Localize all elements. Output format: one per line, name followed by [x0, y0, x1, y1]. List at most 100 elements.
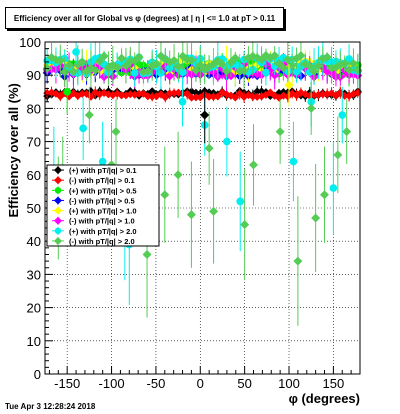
data-point [78, 89, 87, 98]
data-point [231, 93, 240, 102]
data-point [187, 93, 196, 102]
data-point [327, 63, 337, 73]
x-tick-label: 50 [237, 376, 251, 391]
y-axis-label: Efficiency over all (%) [6, 83, 21, 218]
data-point [213, 92, 222, 101]
data-point [68, 67, 78, 77]
x-tick-label: 0 [197, 376, 204, 391]
legend-label: (+) with pT/|q| > 0.1 [69, 166, 137, 175]
data-point [77, 57, 87, 67]
data-point [283, 55, 293, 65]
data-point [161, 93, 170, 102]
y-tick-label: 80 [27, 101, 41, 116]
y-tick-label: 70 [27, 135, 41, 150]
outlier-point [204, 143, 214, 153]
outlier-point [178, 97, 187, 106]
data-point [173, 62, 183, 72]
data-point [135, 89, 144, 98]
data-point [187, 55, 197, 65]
data-point [253, 87, 262, 96]
data-point [222, 66, 232, 76]
outlier-point [342, 127, 352, 137]
data-point [296, 51, 306, 61]
legend-marker [54, 236, 62, 245]
data-point [310, 91, 319, 100]
outlier-point [79, 124, 87, 133]
data-point [117, 53, 127, 63]
outlier-point [320, 190, 330, 200]
data-point [95, 56, 105, 66]
timestamp: Tue Apr 3 12:28:24 2018 [5, 402, 96, 411]
outlier-point [186, 210, 196, 220]
y-tick-label: 100 [19, 35, 41, 50]
legend-label: (+) with pT/|q| > 2.0 [69, 227, 137, 236]
outlier-point [200, 110, 210, 120]
outlier-point [173, 170, 183, 180]
outlier-point [236, 197, 245, 206]
data-point [191, 93, 200, 102]
data-point [121, 61, 131, 71]
data-point [143, 66, 153, 76]
legend-box [46, 164, 160, 247]
outlier-point [284, 80, 294, 90]
data-point [112, 62, 122, 72]
data-point [117, 91, 126, 100]
data-point [270, 70, 280, 80]
legend-label: (-) with pT/|q| > 1.0 [69, 217, 135, 226]
data-point [313, 61, 323, 71]
legend-marker [54, 187, 62, 194]
legend-marker [54, 206, 62, 215]
data-point [178, 68, 187, 77]
legend-marker [54, 166, 62, 175]
outlier-point [249, 160, 259, 170]
legend: (+) with pT/|q| > 0.1(-) with pT/|q| > 0… [46, 164, 160, 247]
x-tick-label: -50 [147, 376, 166, 391]
outlier-point [209, 206, 219, 216]
data-point [55, 56, 65, 66]
outlier-point [63, 87, 72, 96]
data-point [348, 59, 358, 69]
y-tick-label: 90 [27, 68, 41, 83]
outlier-point [338, 111, 347, 119]
data-point [345, 55, 353, 63]
y-tick-label: 0 [34, 367, 41, 382]
data-point [217, 59, 227, 69]
y-tick-label: 50 [27, 201, 41, 216]
data-point [262, 68, 270, 77]
data-point [130, 69, 139, 77]
data-point [152, 59, 162, 69]
outlier-point [84, 110, 94, 120]
outlier-point [275, 127, 285, 137]
outlier-point [311, 213, 321, 223]
legend-marker [54, 196, 62, 205]
x-tick-label: 150 [323, 376, 345, 391]
data-point [344, 65, 354, 75]
data-point [170, 88, 179, 97]
x-tick-label: -150 [54, 376, 80, 391]
data-point [90, 65, 100, 75]
legend-label: (+) with pT/|q| > 0.5 [69, 186, 137, 195]
data-point [165, 71, 175, 81]
legend-marker [54, 216, 62, 225]
outlier-point [160, 190, 170, 200]
data-point [51, 55, 61, 65]
data-point [292, 67, 301, 76]
outlier-point [333, 150, 343, 160]
legend-label: (-) with pT/|q| > 0.5 [69, 196, 135, 205]
legend-marker [54, 227, 62, 235]
chart-title-text: Efficiency over all for Global vs φ (deg… [13, 13, 276, 23]
data-point [183, 89, 192, 98]
y-tick-label: 20 [27, 301, 41, 316]
data-point [309, 66, 319, 76]
data-point [287, 61, 297, 71]
data-point [305, 61, 315, 71]
data-point [322, 52, 332, 62]
outlier-point [98, 157, 107, 166]
data-point [248, 92, 257, 101]
legend-label: (-) with pT/|q| > 0.1 [69, 176, 135, 185]
outlier-point [72, 48, 80, 56]
data-point [340, 58, 350, 68]
legend-label: (+) with pT/|q| > 1.0 [69, 207, 137, 216]
data-point [134, 52, 144, 62]
